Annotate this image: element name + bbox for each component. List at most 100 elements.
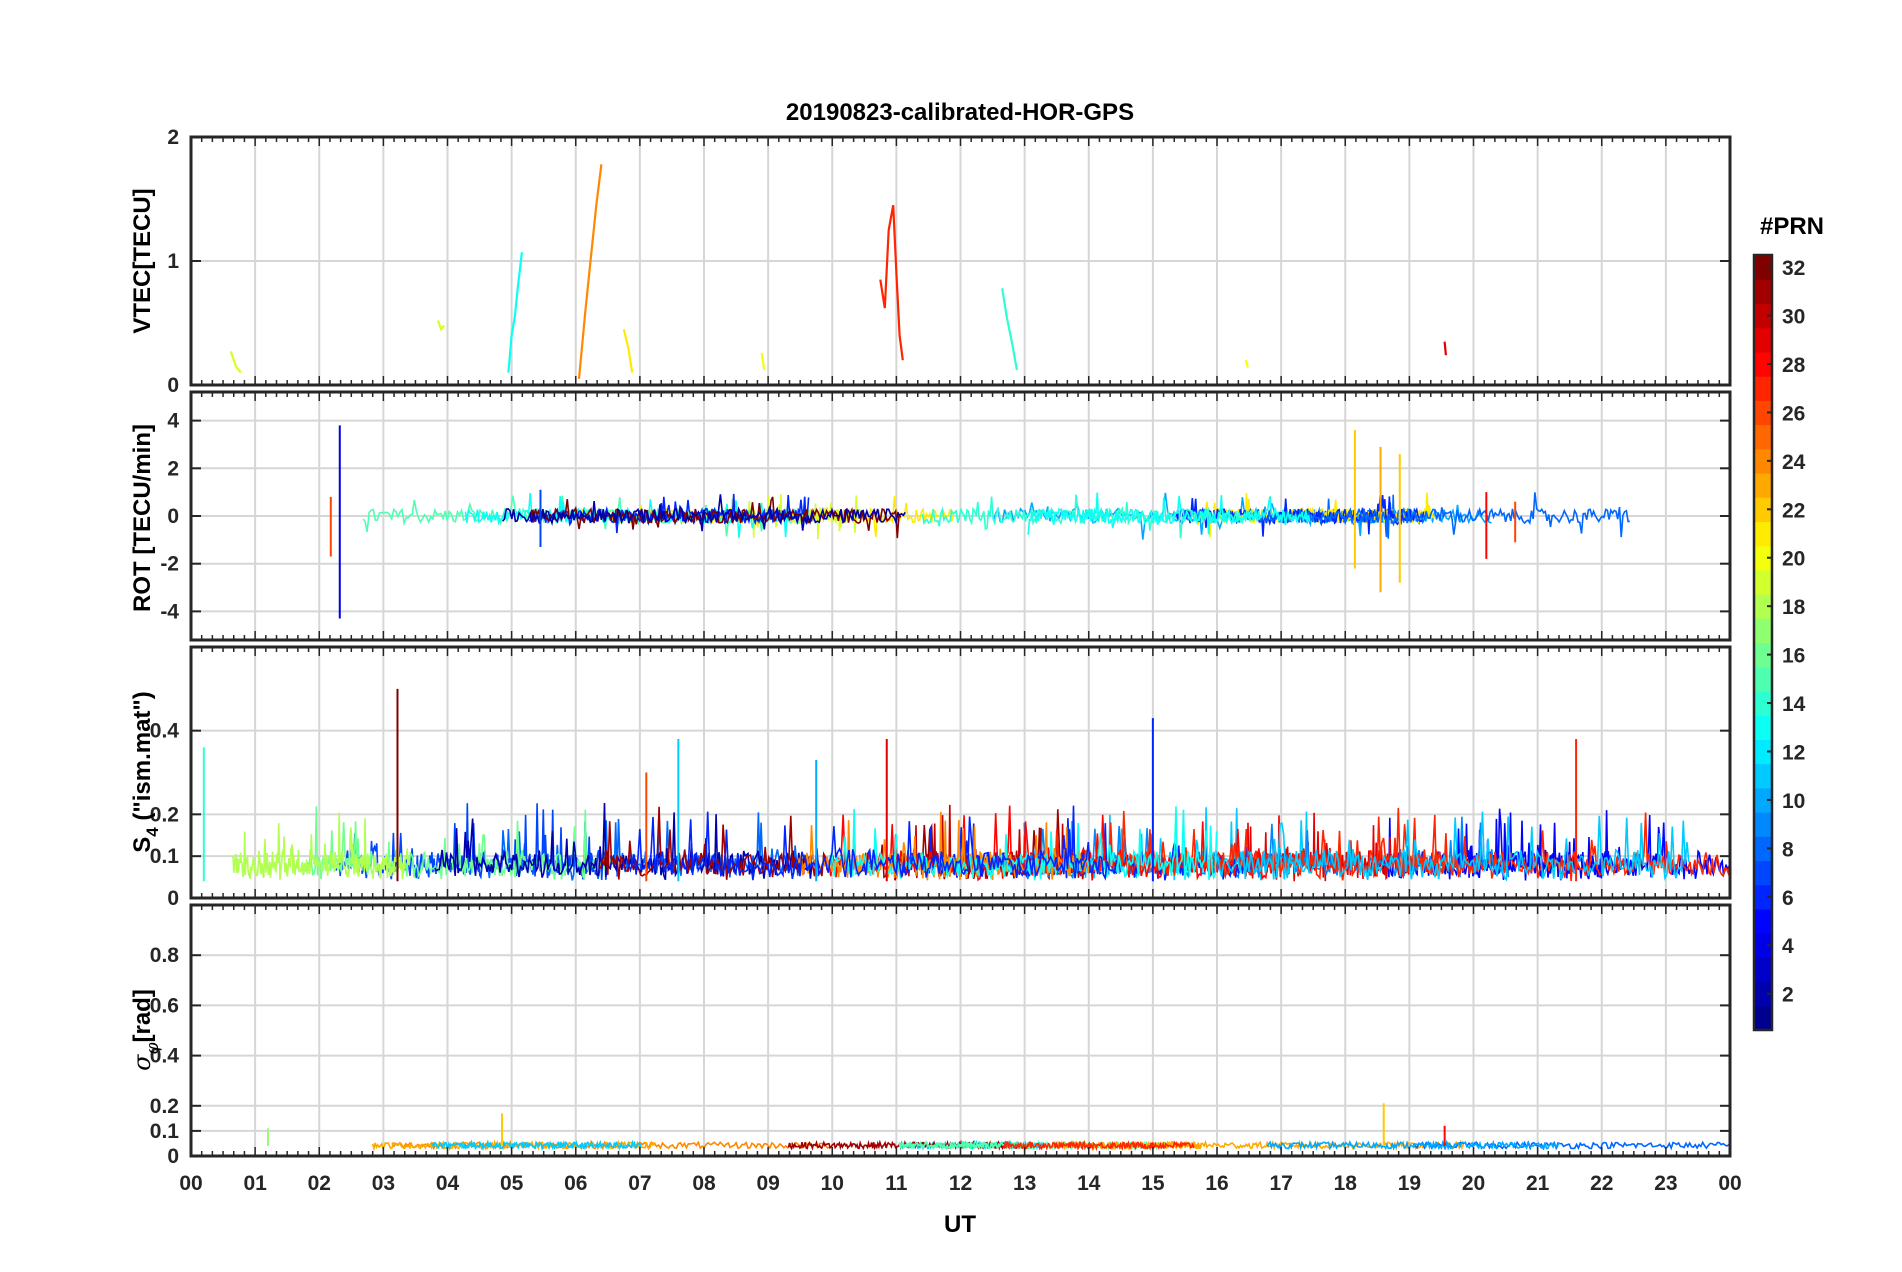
rot-trace-prn-19 xyxy=(725,494,863,540)
colorbar-step-prn-13 xyxy=(1754,715,1772,740)
s4-frame xyxy=(189,645,1732,900)
sigma-phi-panel: 0.8 0.6 0.4 0.20.10 xyxy=(150,903,1732,1168)
rot-ytick-label: 0 xyxy=(167,505,179,528)
colorbar-tick-label: 2 xyxy=(1782,984,1794,1007)
sigma-ylabel-main: σ xyxy=(128,1054,156,1071)
rot-ytick-label: -2 xyxy=(160,553,179,576)
x-tick-label: 05 xyxy=(500,1172,524,1195)
colorbar-step-prn-8 xyxy=(1754,836,1772,862)
colorbar-step-prn-27 xyxy=(1754,376,1772,401)
sigma-ytick-label: 0.6 xyxy=(150,994,179,1017)
vtec-panel: 2 1 0 xyxy=(167,126,1732,397)
rot-trace-prn-13 xyxy=(1027,492,1311,535)
sigma-trace-prn-11 xyxy=(431,1139,642,1152)
x-tick-label: 19 xyxy=(1398,1172,1421,1195)
x-tick-label: 15 xyxy=(1141,1172,1165,1195)
colorbar-tick-label: 8 xyxy=(1782,838,1794,861)
vtec-series-prn-21 xyxy=(622,328,634,373)
colorbar-step-prn-2 xyxy=(1754,981,1772,1007)
colorbar-step-prn-23 xyxy=(1754,472,1772,498)
vtec-data xyxy=(229,164,1447,379)
colorbar-label: #PRN xyxy=(1760,213,1824,240)
colorbar-step-prn-9 xyxy=(1754,812,1772,837)
colorbar-step-prn-5 xyxy=(1754,908,1772,934)
x-tick-label: 00 xyxy=(179,1172,202,1195)
s4-ytick-label: 0.4 xyxy=(150,720,180,743)
x-tick-label: 20 xyxy=(1462,1172,1485,1195)
x-axis-label: UT xyxy=(944,1211,976,1238)
s4-ytick-label: 0.1 xyxy=(150,845,180,868)
colorbar-tick-label: 24 xyxy=(1782,451,1806,474)
colorbar-frame xyxy=(1752,253,1774,1032)
rot-data xyxy=(329,425,1630,619)
colorbar-step-prn-1 xyxy=(1754,1005,1772,1031)
colorbar-step-prn-21 xyxy=(1754,521,1772,547)
rot-trace-prn-10 xyxy=(992,492,1492,540)
colorbar: 32 30 28 26 24 22 20 18 16 14 12 10 8 6 4 2 xyxy=(1752,253,1806,1032)
s4-data xyxy=(202,688,1730,882)
vtec-series-prn-14 xyxy=(1001,288,1018,371)
colorbar-tick-label: 12 xyxy=(1782,741,1805,764)
s4-trace-prn-13 xyxy=(824,806,1218,881)
x-tick-label: 16 xyxy=(1205,1172,1228,1195)
colorbar-tick-label: 18 xyxy=(1782,596,1806,619)
colorbar-step-prn-3 xyxy=(1754,957,1772,983)
colorbar-step-prn-25 xyxy=(1754,424,1772,450)
vtec-ytick-label: 0 xyxy=(167,374,179,397)
vtec-frame xyxy=(189,135,1732,387)
s4-panel: 0.4 0.2 0.1 0 xyxy=(150,645,1732,910)
s4-ylabel: S4 ("ism.mat") xyxy=(129,691,162,853)
colorbar-step-prn-32 xyxy=(1754,255,1772,280)
rot-ytick-label: 4 xyxy=(167,410,179,433)
vtec-series-prn-19 xyxy=(436,320,446,332)
sigma-ytick-label: 0.2 xyxy=(150,1095,179,1118)
colorbar-tick-label: 20 xyxy=(1782,548,1805,571)
colorbar-step-prn-4 xyxy=(1754,933,1772,958)
x-tick-label: 22 xyxy=(1590,1172,1613,1195)
s4-trace-prn-2 xyxy=(434,802,813,881)
rot-trace-prn-8 xyxy=(1249,492,1630,538)
colorbar-tick-label: 26 xyxy=(1782,402,1805,425)
sigma-trace-prn-10 xyxy=(1266,1139,1561,1152)
s4-trace-prn-5 xyxy=(1451,808,1730,881)
colorbar-step-prn-20 xyxy=(1754,545,1772,571)
vtec-series-prn-29 xyxy=(1443,341,1447,356)
x-tick-label: 04 xyxy=(436,1172,460,1195)
colorbar-step-prn-22 xyxy=(1754,497,1772,523)
vtec-ytick-label: 1 xyxy=(167,250,179,273)
colorbar-step-prn-12 xyxy=(1754,739,1772,765)
colorbar-step-prn-26 xyxy=(1754,400,1772,426)
colorbar-step-prn-6 xyxy=(1754,884,1772,910)
x-tick-label: 17 xyxy=(1269,1172,1292,1195)
colorbar-step-prn-14 xyxy=(1754,690,1772,716)
x-tick-label: 03 xyxy=(372,1172,395,1195)
x-tick-label: 23 xyxy=(1654,1172,1677,1195)
vtec-series-prn-24 xyxy=(577,164,603,379)
s4-ylabel-rest: ("ism.mat") xyxy=(129,691,156,827)
colorbar-step-prn-18 xyxy=(1754,594,1772,619)
sigma-data xyxy=(266,1103,1730,1152)
sigma-ylabel-sub: φ xyxy=(143,1042,163,1054)
colorbar-step-prn-30 xyxy=(1754,303,1772,329)
s4-ytick-label: 0.2 xyxy=(150,803,179,826)
rot-frame xyxy=(189,390,1732,642)
s4-trace-prn-18 xyxy=(232,812,411,880)
colorbar-step-prn-10 xyxy=(1754,787,1772,813)
s4-trace-prn-6 xyxy=(625,811,1118,881)
colorbar-tick-label: 16 xyxy=(1782,645,1805,668)
sigma-ytick-label: 0 xyxy=(167,1145,179,1168)
sigma-ylabel: σφ[rad] xyxy=(128,989,163,1071)
colorbar-step-prn-29 xyxy=(1754,327,1772,353)
vtec-ytick-label: 2 xyxy=(167,126,179,149)
s4-ylabel-main: S xyxy=(129,837,156,853)
x-tick-label: 06 xyxy=(564,1172,587,1195)
colorbar-step-prn-24 xyxy=(1754,448,1772,474)
colorbar-step-prn-17 xyxy=(1754,618,1772,644)
sigma-frame xyxy=(189,903,1732,1158)
s4-ytick-label: 0 xyxy=(167,887,179,910)
sigma-trace-prn-27 xyxy=(1002,1140,1195,1152)
x-tick-label: 13 xyxy=(1013,1172,1036,1195)
vtec-series-prn-13 xyxy=(507,252,523,373)
colorbar-step-prn-28 xyxy=(1754,351,1772,377)
colorbar-tick-label: 28 xyxy=(1782,354,1806,377)
